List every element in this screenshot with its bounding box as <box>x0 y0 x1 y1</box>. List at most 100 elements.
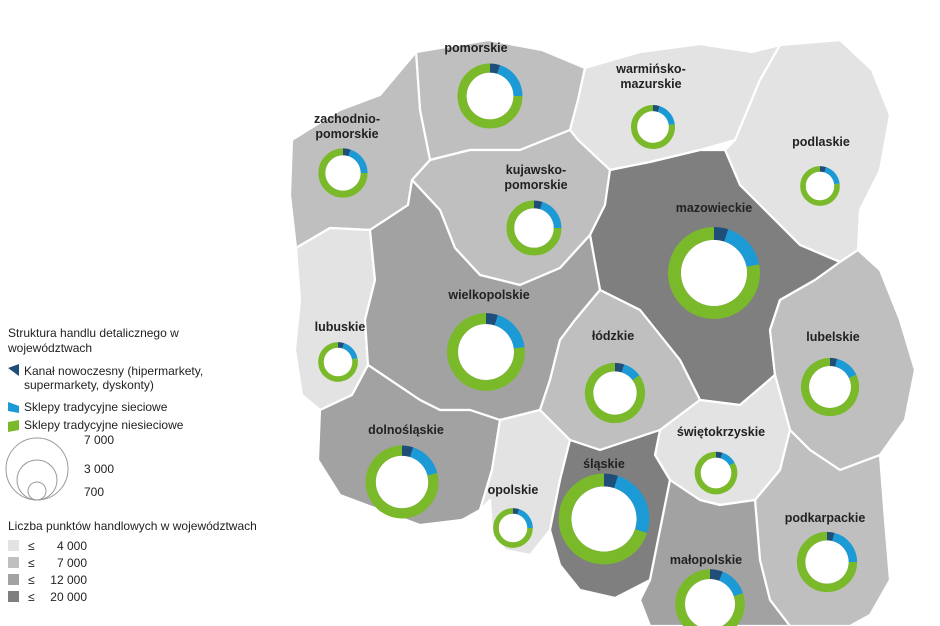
independent-stores-label: Sklepy tradycyjne niesieciowe <box>24 418 184 432</box>
donut-segment-warminsko-mazurskie-1 <box>657 106 675 126</box>
region-label-warminsko-mazurskie-1: mazurskie <box>620 77 681 91</box>
size-circle-large <box>5 437 69 501</box>
donut-segment-kujawsko-pomorskie-2 <box>506 200 562 256</box>
class-value-2: 12 000 <box>50 573 87 587</box>
class-swatch-3 <box>8 591 19 602</box>
donut-segment-dolnoslaskie-1 <box>409 447 438 476</box>
class-symbol-2: ≤ <box>28 573 35 587</box>
region-label-zachodniopomorskie-1: pomorskie <box>315 127 378 141</box>
donut-segment-podlaskie-1 <box>824 167 840 185</box>
donut-segment-malopolskie-0 <box>709 569 723 581</box>
donut-hole-mazowieckie <box>680 239 748 307</box>
region-labels: pomorskie warmińsko-mazurskie zachodnio-po… <box>314 41 865 567</box>
donut-hole-swietokrzyskie <box>700 457 732 489</box>
donut-segment-wielkopolskie-1 <box>494 315 525 349</box>
size-legend: 7 000 3 000 700 <box>5 433 114 501</box>
structure-legend-title-2: województwach <box>7 341 92 355</box>
donut-hole-lodzkie <box>593 371 637 415</box>
size-label-700: 700 <box>84 485 104 499</box>
donut-segment-pomorskie-2 <box>457 63 523 129</box>
donut-charts <box>318 63 860 626</box>
region-label-wielkopolskie: wielkopolskie <box>447 288 529 302</box>
modern-channel-swatch <box>8 364 19 376</box>
donut-segment-zachodniopomorskie-2 <box>318 148 368 198</box>
class-swatch-2 <box>8 574 19 585</box>
count-legend-title: Liczba punktów handlowych w województwac… <box>8 519 257 533</box>
donut-segment-warminsko-mazurskie-0 <box>652 105 660 112</box>
region-label-zachodniopomorskie-0: zachodnio- <box>314 112 380 126</box>
donut-hole-zachodniopomorskie <box>325 155 361 191</box>
donut-hole-malopolskie <box>684 578 736 626</box>
size-circle-medium <box>16 459 58 501</box>
chain-stores-swatch <box>8 402 19 413</box>
class-symbol-1: ≤ <box>28 556 35 570</box>
donut-hole-slaskie <box>571 486 637 552</box>
donut-segment-lubelskie-2 <box>800 357 860 417</box>
independent-stores-swatch <box>8 420 19 432</box>
region-label-slaskie: śląskie <box>583 457 625 471</box>
class-swatch-1 <box>8 557 19 568</box>
donut-hole-opolskie <box>498 513 528 543</box>
donut-segment-lodzkie-2 <box>584 362 646 424</box>
donut-hole-lubuskie <box>323 347 353 377</box>
donut-hole-podkarpackie <box>805 540 849 584</box>
region-label-podlaskie: podlaskie <box>792 135 850 149</box>
region-label-opolskie: opolskie <box>488 483 539 497</box>
donut-segment-malopolskie-1 <box>718 571 744 597</box>
donut-segment-kujawsko-pomorskie-1 <box>539 201 562 229</box>
donut-segment-dolnoslaskie-0 <box>401 445 414 458</box>
donut-segment-opolskie-1 <box>517 509 533 529</box>
size-label-7000: 7 000 <box>84 433 114 447</box>
class-symbol-0: ≤ <box>28 539 35 553</box>
region-malopolskie <box>638 478 792 626</box>
donut-segment-pomorskie-0 <box>489 63 501 74</box>
donut-segment-podkarpackie-1 <box>832 532 858 563</box>
donut-segment-warminsko-mazurskie-2 <box>631 105 675 149</box>
modern-channel-label-2: supermarkety, dyskonty) <box>24 378 154 392</box>
region-label-warminsko-mazurskie-0: warmińsko- <box>615 62 685 76</box>
region-label-malopolskie: małopolskie <box>670 553 742 567</box>
chain-stores-label: Sklepy tradycyjne sieciowe <box>24 400 168 414</box>
size-label-3000: 3 000 <box>84 462 114 476</box>
donut-segment-slaskie-2 <box>558 473 648 565</box>
donut-segment-wielkopolskie-2 <box>447 313 525 391</box>
donut-segment-slaskie-1 <box>613 475 650 534</box>
class-symbol-3: ≤ <box>28 590 35 604</box>
donut-segment-pomorskie-1 <box>496 65 523 97</box>
donut-segment-lubuskie-1 <box>342 343 358 360</box>
region-label-lubelskie: lubelskie <box>806 330 860 344</box>
donut-segment-opolskie-2 <box>493 508 533 548</box>
donut-segment-mazowieckie-1 <box>723 229 760 268</box>
donut-hole-kujawsko-pomorskie <box>514 208 554 248</box>
donut-segment-podlaskie-2 <box>800 166 840 206</box>
donut-hole-lubelskie <box>809 366 851 408</box>
donut-hole-dolnoslaskie <box>375 455 429 509</box>
region-label-kujawsko-pomorskie-1: pomorskie <box>504 178 567 192</box>
modern-channel-label-1: Kanał nowoczesny (hipermarkety, <box>24 364 203 378</box>
donut-hole-pomorskie <box>466 72 514 120</box>
donut-segment-lubelskie-1 <box>834 358 857 379</box>
donut-segment-kujawsko-pomorskie-0 <box>533 200 543 210</box>
donut-segment-podkarpackie-2 <box>796 531 858 593</box>
donut-segment-zachodniopomorskie-0 <box>342 148 351 157</box>
donut-segment-lubuskie-2 <box>318 342 358 382</box>
donut-segment-zachodniopomorskie-1 <box>348 149 368 174</box>
donut-segment-swietokrzyskie-0 <box>715 451 723 459</box>
donut-segment-lubelskie-0 <box>829 357 838 367</box>
donut-hole-wielkopolskie <box>458 324 514 380</box>
donut-segment-opolskie-0 <box>512 508 520 515</box>
size-circle-small <box>27 481 47 501</box>
class-swatch-0 <box>8 540 19 551</box>
class-value-3: 20 000 <box>50 590 87 604</box>
region-label-lubuskie: lubuskie <box>315 320 366 334</box>
region-label-kujawsko-pomorskie-0: kujawsko- <box>506 163 566 177</box>
donut-segment-slaskie-0 <box>603 473 619 489</box>
donut-segment-swietokrzyskie-2 <box>694 451 738 495</box>
donut-segment-wielkopolskie-0 <box>485 313 499 326</box>
region-label-swietokrzyskie: świętokrzyskie <box>677 425 765 439</box>
donut-segment-lubuskie-0 <box>337 342 345 349</box>
donut-segment-swietokrzyskie-1 <box>720 452 735 466</box>
donut-hole-podlaskie <box>805 171 835 201</box>
region-label-pomorskie: pomorskie <box>444 41 507 55</box>
donut-hole-warminsko-mazurskie <box>637 111 669 143</box>
